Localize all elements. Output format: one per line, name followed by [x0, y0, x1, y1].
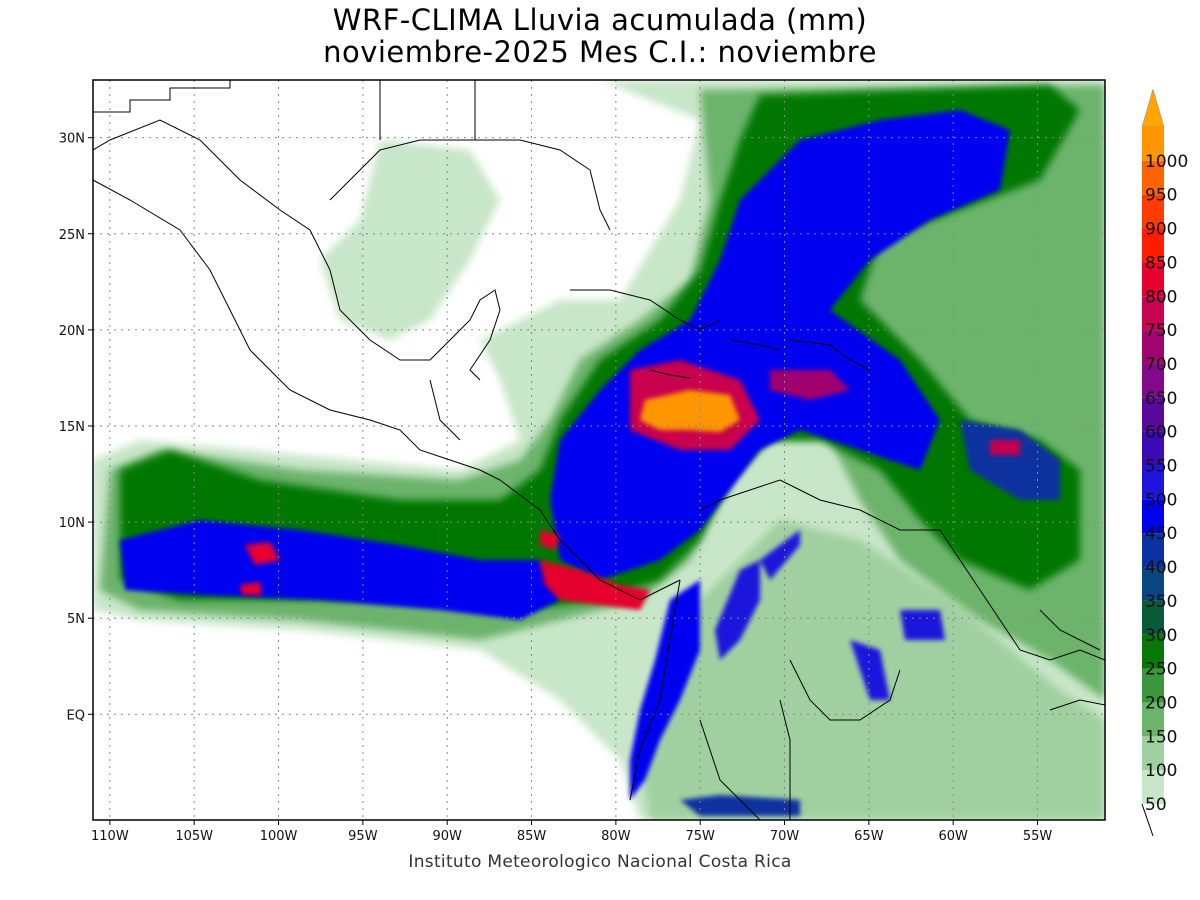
lat-tick-label: 20N	[59, 324, 85, 339]
lon-tick-label: 75W	[685, 829, 715, 844]
colorbar-label: 500	[1145, 490, 1177, 510]
lon-tick-label: 100W	[260, 829, 298, 844]
rain-area-blue-andes-east	[715, 560, 760, 660]
rain-area-blue-guyana	[850, 610, 945, 700]
colorbar-label: 200	[1145, 693, 1177, 713]
lon-tick-label: 65W	[854, 829, 884, 844]
colorbar-label: 50	[1145, 795, 1167, 815]
colorbar-swatch	[1142, 567, 1164, 601]
colorbar-label: 150	[1145, 727, 1177, 747]
coastlines	[93, 80, 1105, 820]
map-gridlines	[93, 80, 1105, 820]
rain-area-red-east	[990, 440, 1020, 455]
colorbar-label: 950	[1145, 186, 1177, 206]
lat-tick-label: 5N	[67, 612, 85, 627]
colorbar-swatch	[1142, 600, 1164, 635]
colorbar-swatch	[1142, 160, 1164, 195]
colorbar-label: 700	[1145, 355, 1177, 375]
colorbar-label: 1000	[1145, 152, 1188, 172]
map-title-line1: WRF-CLIMA Lluvia acumulada (mm)	[332, 3, 868, 37]
colorbar-swatch	[1142, 634, 1164, 669]
lat-tick-label: EQ	[67, 708, 85, 723]
rain-area-blue-itcz	[120, 520, 560, 620]
rainfall-field	[93, 80, 1105, 820]
rain-area-red-hispaniola	[770, 370, 850, 400]
colorbar-swatch	[1142, 770, 1164, 804]
rain-area-blue-venezuela	[760, 530, 800, 580]
lon-tick-label: 60W	[938, 829, 968, 844]
lat-tick-label: 25N	[59, 228, 85, 243]
map-title-line2: noviembre-2025 Mes C.I.: noviembre	[323, 35, 877, 69]
rain-area-red-panama	[540, 560, 650, 610]
plot-frame	[92, 79, 1106, 821]
colorbar-swatch	[1142, 194, 1164, 229]
colorbar-swatch	[1142, 397, 1164, 432]
credit-text: Instituto Meteorologico Nacional Costa R…	[408, 852, 792, 872]
colorbar-label: 800	[1145, 287, 1177, 307]
lon-tick-label: 80W	[601, 829, 631, 844]
latitude-axis: 30N 25N 20N 15N 10N 5N EQ	[59, 132, 93, 723]
lat-tick-label: 15N	[59, 420, 85, 435]
rain-area-orange-core	[640, 390, 740, 432]
colorbar-bottom-arrow	[1141, 803, 1154, 837]
colorbar-label: 350	[1145, 592, 1177, 612]
lon-tick-label: 105W	[175, 829, 213, 844]
lon-tick-label: 90W	[432, 829, 462, 844]
colorbar-swatch	[1142, 465, 1164, 500]
rain-area-blue-andes	[630, 580, 700, 800]
colorbar-swatch	[1142, 668, 1164, 703]
colorbar-swatch	[1142, 431, 1164, 466]
colorbar-swatch	[1142, 533, 1164, 568]
colorbar-label: 850	[1145, 253, 1177, 273]
rain-area-red-costa	[540, 530, 560, 550]
colorbar-swatch	[1142, 736, 1164, 771]
lon-tick-label: 110W	[91, 829, 129, 844]
lon-tick-label: 85W	[517, 829, 547, 844]
colorbar-label: 100	[1145, 761, 1177, 781]
colorbar-label: 600	[1145, 423, 1177, 443]
colorbar-swatch	[1142, 262, 1164, 297]
colorbar: 50 100 150 200 250 300 350 400 450 500 550 600 650 70…	[1141, 88, 1188, 837]
colorbar-label: 900	[1145, 220, 1177, 240]
rain-area-light-gulf	[320, 140, 500, 340]
colorbar-label: 550	[1145, 457, 1177, 477]
lat-tick-label: 10N	[59, 516, 85, 531]
colorbar-swatch	[1142, 228, 1164, 263]
colorbar-label: 300	[1145, 626, 1177, 646]
rain-area-blue-east	[960, 420, 1060, 500]
colorbar-swatch	[1142, 330, 1164, 364]
colorbar-swatch	[1142, 499, 1164, 534]
rain-area-red-itcz	[240, 542, 280, 595]
colorbar-swatch	[1142, 127, 1164, 161]
colorbar-label: 250	[1145, 660, 1177, 680]
colorbar-swatch	[1142, 363, 1164, 398]
colorbar-swatch	[1142, 702, 1164, 737]
colorbar-label: 400	[1145, 558, 1177, 578]
colorbar-label: 750	[1145, 321, 1177, 341]
colorbar-label: 650	[1145, 389, 1177, 409]
lon-tick-label: 70W	[770, 829, 800, 844]
colorbar-swatch	[1142, 296, 1164, 331]
rain-area-blue-caribbean	[550, 110, 1010, 580]
lon-tick-label: 55W	[1023, 829, 1053, 844]
longitude-axis: 110W 105W 100W 95W 90W 85W 80W 75W 70W 65W 60W 55W	[91, 820, 1052, 844]
colorbar-label: 450	[1145, 524, 1177, 544]
rain-area-blue-south-band	[680, 795, 800, 816]
lat-tick-label: 30N	[59, 132, 85, 147]
lon-tick-label: 95W	[348, 829, 378, 844]
colorbar-top-arrow	[1141, 88, 1165, 128]
